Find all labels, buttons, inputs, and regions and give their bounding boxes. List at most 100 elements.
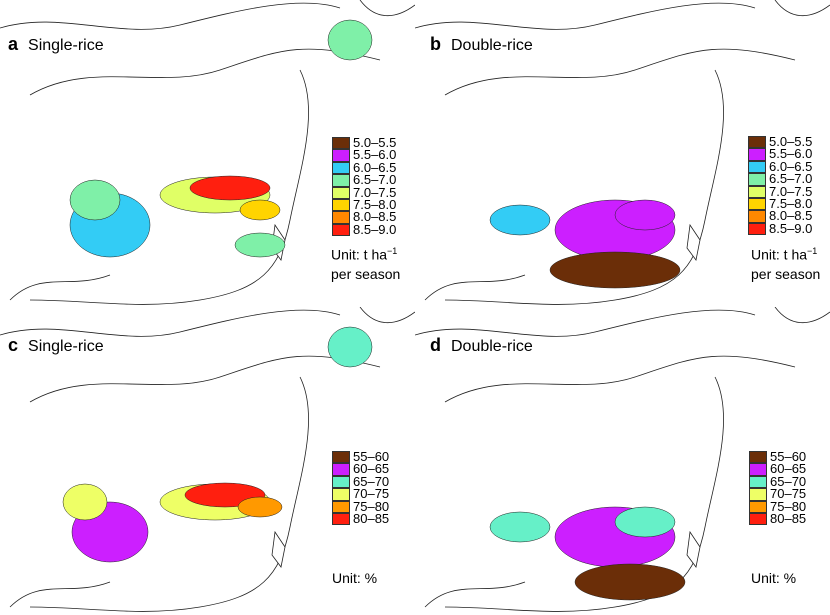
legend-item: 75–80	[332, 499, 389, 513]
legend-swatch	[748, 210, 766, 223]
legend-item: 7.0–7.5	[748, 184, 812, 198]
panel-title: Double-rice	[451, 338, 533, 355]
region-northeast	[327, 19, 373, 61]
map-double-rice-percent	[415, 307, 830, 612]
legend-swatch	[332, 500, 350, 513]
legend-item: 6.0–6.5	[748, 158, 813, 174]
legend-label: 6.0–6.5	[353, 159, 397, 175]
border-line	[0, 2, 341, 30]
legend-swatch	[748, 197, 766, 211]
panel-letter: c	[8, 335, 19, 355]
legend-label: 55–60	[770, 449, 807, 464]
legend-item: 75–80	[749, 499, 806, 513]
legend-swatch	[332, 137, 350, 150]
legend-unit: Unit: %	[751, 570, 797, 586]
map-double-rice-yield	[415, 0, 830, 305]
legend-label: 6.5–7.0	[353, 172, 397, 188]
region-west	[489, 511, 551, 543]
legend-item: 6.5–7.0	[748, 172, 812, 186]
island-outline	[686, 223, 701, 261]
legend-swatch	[332, 161, 350, 175]
legend-label: 5.5–6.0	[353, 147, 397, 163]
legend-label: 7.0–7.5	[353, 184, 397, 200]
panel-a: a Single-rice 5.0–5.5 5.5–6.0 6.0–6.5 6.5–7.…	[0, 0, 415, 307]
legend-label: 70–75	[353, 486, 390, 502]
legend-label: 65–70	[353, 473, 390, 489]
legend-item: 8.5–9.0	[748, 222, 812, 236]
legend-swatch	[332, 186, 350, 199]
legend-item: 7.0–7.5	[332, 184, 397, 200]
map-single-rice-percent	[0, 307, 415, 612]
legend-item: 65–70	[332, 473, 390, 489]
legend-label: 65–70	[770, 473, 807, 489]
border-line	[415, 2, 756, 30]
legend-swatch	[332, 149, 350, 162]
panel-b-label: b Double-rice	[430, 34, 533, 55]
island-outline	[686, 530, 701, 568]
legend-item: 7.5–8.0	[332, 196, 397, 212]
legend-label: 5.0–5.5	[769, 134, 813, 149]
legend-item: 5.0–5.5	[332, 135, 397, 150]
legend-item: 5.5–6.0	[332, 147, 397, 163]
panel-title: Single-rice	[28, 338, 104, 355]
border-line	[29, 48, 381, 96]
panel-d: d Double-rice 55–60 60–65 65–70 70–75 75–80 80…	[415, 307, 830, 615]
legend-swatch	[332, 463, 350, 476]
panel-letter: d	[430, 335, 441, 355]
legend-label: 6.0–6.5	[769, 158, 813, 174]
legend-item: 8.0–8.5	[332, 209, 397, 225]
legend-item: 8.5–9.0	[332, 221, 397, 237]
legend-item: 60–65	[332, 462, 389, 476]
legend-label: 70–75	[770, 486, 807, 502]
legend-label: 7.5–8.0	[353, 196, 397, 212]
legend-unit: Unit: %	[332, 570, 378, 586]
legend-item: 55–60	[749, 449, 807, 464]
legend-unit: Unit: t ha−1 per season	[751, 246, 821, 282]
legend-item: 8.0–8.5	[748, 208, 813, 224]
legend-label: 7.5–8.0	[769, 195, 813, 211]
border-line	[415, 309, 756, 337]
panel-b: b Double-rice 5.0–5.5 5.5–6.0 6.0–6.5 6.5–7.…	[415, 0, 830, 307]
legend-item: 7.5–8.0	[748, 195, 813, 211]
legend-label: 8.0–8.5	[353, 209, 397, 225]
legend-swatch	[748, 222, 766, 236]
coastline	[29, 376, 309, 612]
region-yangtze-east	[237, 496, 283, 518]
border-line	[444, 355, 796, 403]
region-south-coast	[549, 251, 681, 289]
legend-label: 60–65	[770, 461, 807, 477]
legend-swatch	[332, 488, 350, 501]
region-southwest-2	[69, 179, 121, 221]
panel-a-label: a Single-rice	[8, 34, 104, 55]
legend-percent: 55–60 60–65 65–70 70–75 75–80 80–85	[332, 450, 390, 526]
legend-item: 6.5–7.0	[332, 172, 397, 188]
legend-swatch	[749, 463, 767, 476]
region-east	[614, 506, 676, 538]
legend-swatch	[332, 512, 350, 526]
border-line	[774, 0, 830, 17]
legend-label: 8.0–8.5	[769, 208, 813, 224]
legend-yield: 5.0–5.5 5.5–6.0 6.0–6.5 6.5–7.0 7.0–7.5 7.5–8…	[748, 134, 813, 236]
legend-item: 5.0–5.5	[748, 134, 813, 149]
legend-swatch	[749, 451, 767, 464]
map-single-rice-yield	[0, 0, 415, 305]
legend-item: 65–70	[749, 473, 807, 489]
legend-item: 55–60	[332, 450, 389, 464]
legend-swatch	[748, 148, 766, 161]
legend-swatch	[749, 500, 767, 513]
legend-swatch	[332, 223, 350, 237]
legend-label: 80–85	[353, 510, 390, 526]
legend-yield: 5.0–5.5 5.5–6.0 6.0–6.5 6.5–7.0 7.0–7.5 7.5–8…	[332, 135, 397, 237]
legend-swatch	[332, 198, 350, 212]
legend-label: 5.0–5.5	[353, 135, 397, 150]
legend-item: 5.5–6.0	[748, 147, 812, 161]
legend-label: 8.5–9.0	[353, 221, 397, 237]
border-line	[359, 0, 415, 17]
legend-swatch	[748, 136, 766, 149]
legend-swatch	[332, 211, 350, 224]
region-yangtze-core	[189, 175, 271, 201]
legend-swatch	[332, 451, 350, 464]
border-line	[444, 48, 796, 96]
legend-swatch	[749, 475, 767, 489]
island-outline	[271, 530, 286, 568]
